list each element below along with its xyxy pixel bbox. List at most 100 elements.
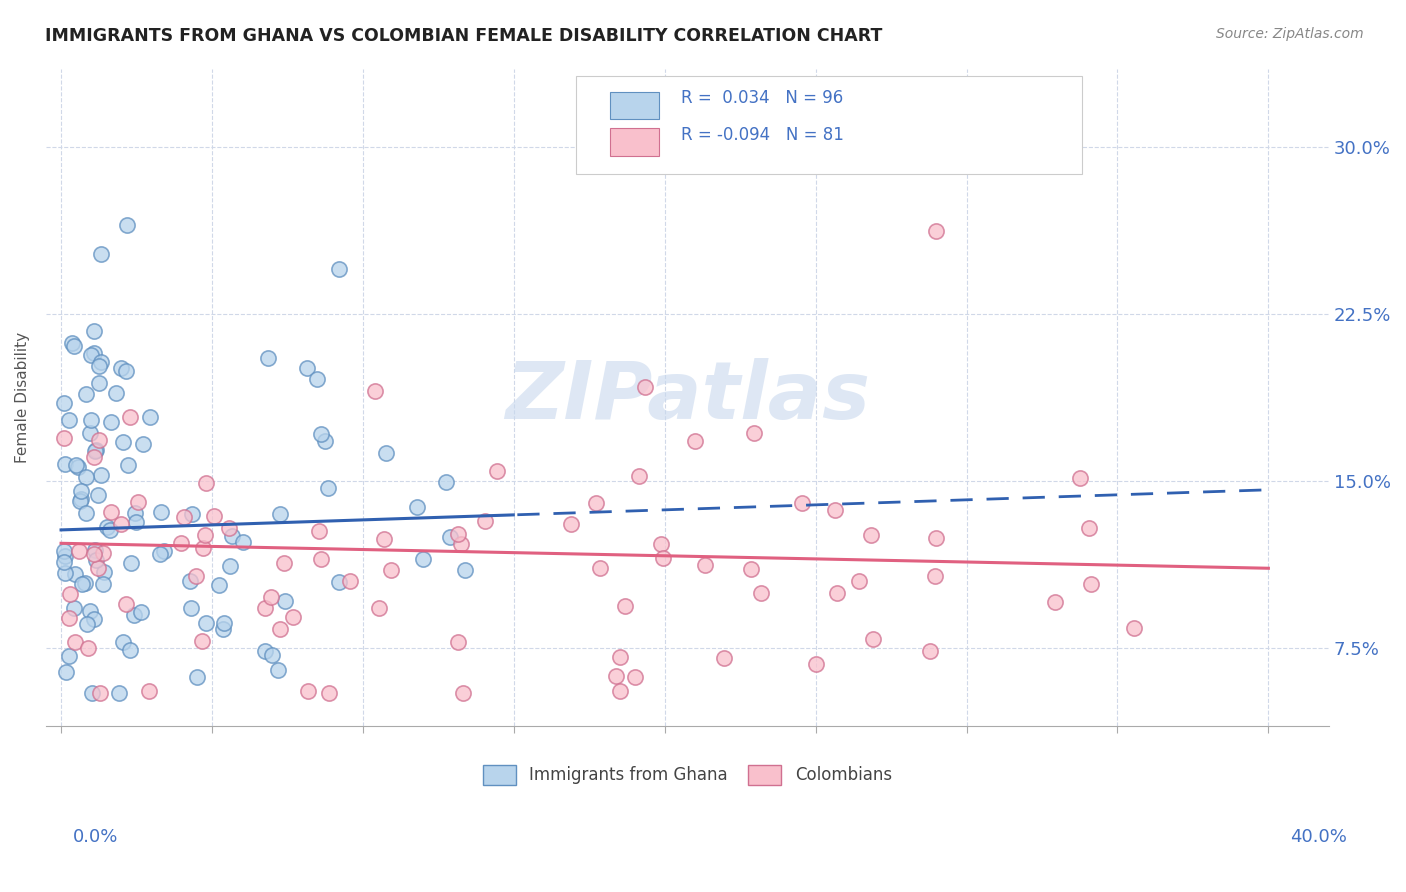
Point bbox=[86, 442, 108, 457]
Point bbox=[588, 561, 610, 575]
Point bbox=[328, 262, 350, 277]
Point bbox=[297, 684, 319, 698]
Point bbox=[110, 361, 132, 376]
Point bbox=[125, 515, 148, 529]
Point bbox=[1069, 471, 1091, 485]
Point bbox=[58, 648, 80, 663]
Point bbox=[67, 544, 90, 558]
Bar bbox=[610, 92, 659, 120]
Point bbox=[218, 521, 240, 535]
Point bbox=[186, 568, 208, 582]
Point bbox=[212, 615, 235, 630]
Point bbox=[232, 535, 254, 549]
Point bbox=[63, 635, 86, 649]
Point bbox=[150, 505, 173, 519]
Text: 0.0%: 0.0% bbox=[73, 828, 118, 846]
Point bbox=[191, 633, 214, 648]
Point bbox=[90, 467, 112, 482]
Point bbox=[91, 546, 114, 560]
Point bbox=[83, 450, 105, 465]
Point bbox=[269, 622, 291, 636]
Point bbox=[651, 551, 673, 566]
Point bbox=[62, 338, 84, 352]
Point bbox=[75, 506, 97, 520]
Point bbox=[83, 444, 105, 458]
Point bbox=[219, 559, 242, 574]
Point bbox=[614, 599, 637, 613]
Point bbox=[609, 684, 631, 698]
Legend: Immigrants from Ghana, Colombians: Immigrants from Ghana, Colombians bbox=[474, 756, 900, 793]
Point bbox=[447, 526, 470, 541]
Point bbox=[212, 622, 235, 636]
Point bbox=[609, 649, 631, 664]
Point bbox=[65, 566, 87, 581]
Point bbox=[53, 555, 76, 569]
Point bbox=[87, 561, 110, 575]
Point bbox=[53, 457, 76, 471]
Point bbox=[848, 574, 870, 588]
Text: 40.0%: 40.0% bbox=[1291, 828, 1347, 846]
Point bbox=[53, 544, 76, 558]
Point bbox=[405, 500, 427, 515]
Text: R =  0.034   N = 96: R = 0.034 N = 96 bbox=[681, 88, 844, 107]
Point bbox=[221, 529, 243, 543]
Point bbox=[76, 641, 98, 656]
Point bbox=[124, 608, 146, 623]
Point bbox=[824, 502, 846, 516]
Point bbox=[860, 528, 883, 542]
Point bbox=[318, 481, 340, 495]
Point bbox=[1043, 595, 1066, 609]
Point bbox=[70, 577, 93, 591]
Point bbox=[650, 537, 672, 551]
Point bbox=[454, 563, 477, 577]
Point bbox=[75, 387, 97, 401]
Point bbox=[742, 426, 765, 441]
Point bbox=[98, 523, 121, 537]
Text: ZIPatlas: ZIPatlas bbox=[505, 359, 870, 436]
Point bbox=[208, 578, 231, 592]
Point bbox=[804, 657, 827, 671]
Point bbox=[112, 634, 135, 648]
Point bbox=[120, 643, 142, 657]
Point bbox=[627, 469, 650, 483]
Point bbox=[447, 635, 470, 649]
Point bbox=[693, 558, 716, 572]
Point bbox=[380, 564, 402, 578]
Point bbox=[58, 413, 80, 427]
Point bbox=[202, 509, 225, 524]
Point bbox=[311, 551, 333, 566]
Point bbox=[82, 685, 104, 699]
FancyBboxPatch shape bbox=[576, 77, 1083, 174]
Point bbox=[87, 359, 110, 373]
Point bbox=[450, 537, 472, 551]
Point bbox=[307, 371, 329, 385]
Point bbox=[76, 617, 98, 632]
Point bbox=[108, 685, 131, 699]
Point bbox=[152, 544, 174, 558]
Point bbox=[749, 585, 772, 599]
Point bbox=[169, 535, 191, 549]
Point bbox=[111, 434, 134, 449]
Point bbox=[308, 524, 330, 539]
Point bbox=[124, 506, 146, 520]
Point bbox=[485, 464, 508, 478]
Point bbox=[69, 494, 91, 508]
Point bbox=[87, 376, 110, 390]
Point bbox=[58, 611, 80, 625]
Point bbox=[79, 426, 101, 441]
Point bbox=[53, 549, 76, 563]
Point bbox=[138, 410, 160, 425]
Point bbox=[87, 487, 110, 501]
Point bbox=[89, 685, 111, 699]
Point bbox=[683, 434, 706, 448]
Point bbox=[273, 556, 295, 570]
Point bbox=[254, 644, 277, 658]
Point bbox=[862, 632, 884, 647]
Point bbox=[364, 384, 387, 399]
Point bbox=[75, 469, 97, 483]
Point bbox=[740, 562, 762, 576]
Point bbox=[825, 585, 848, 599]
Point bbox=[67, 460, 90, 475]
Point bbox=[138, 683, 160, 698]
Point bbox=[55, 665, 77, 679]
